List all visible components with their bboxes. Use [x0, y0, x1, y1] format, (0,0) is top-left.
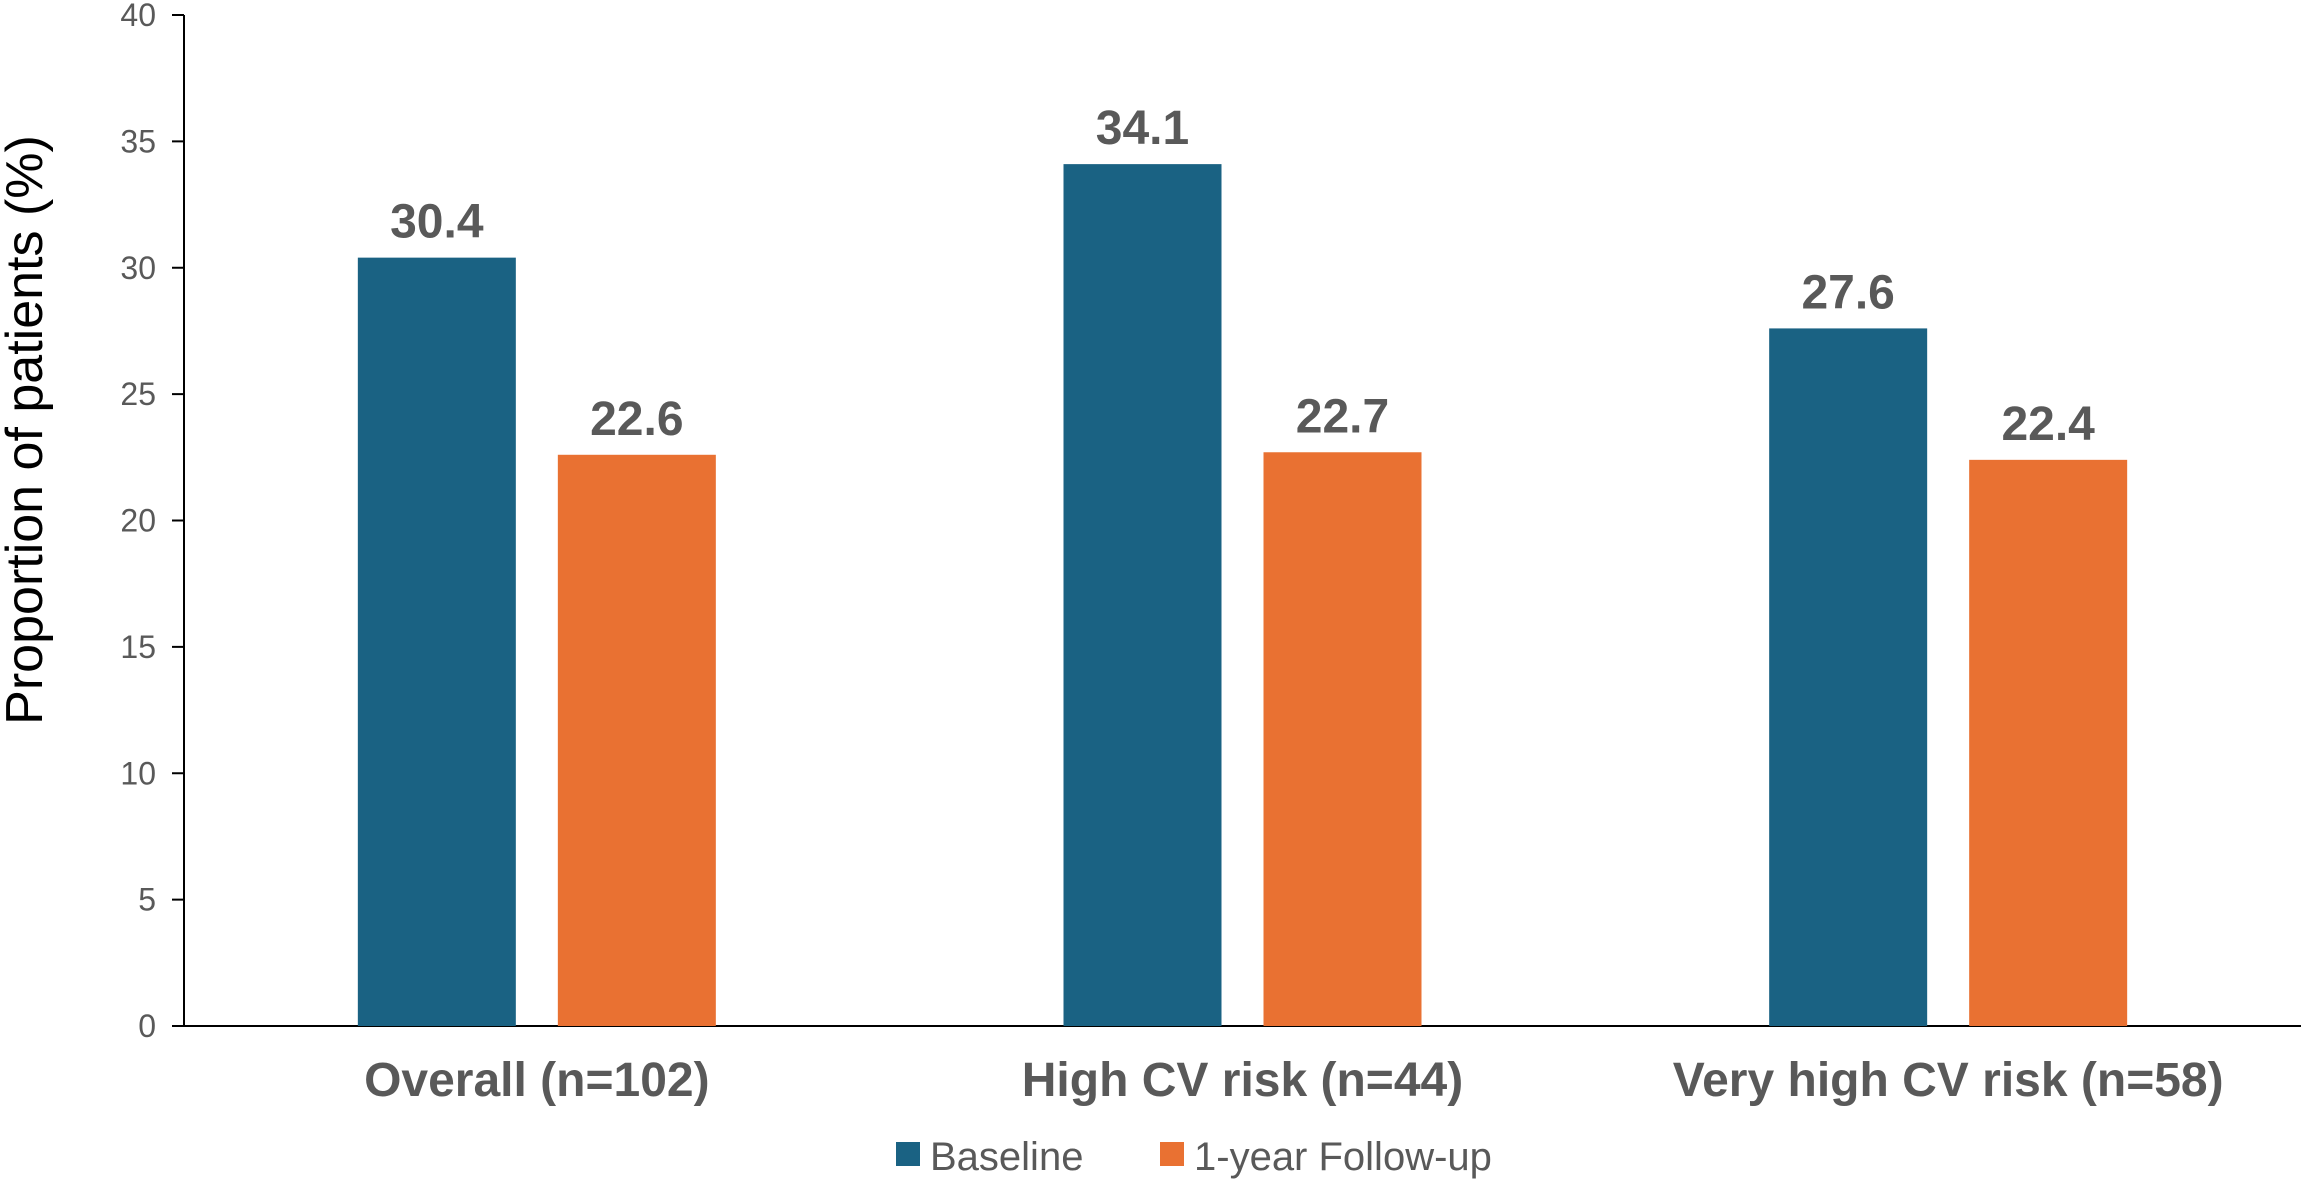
y-axis-label: Proportion of patients (%) — [0, 135, 54, 725]
bar-follow-up — [1969, 459, 2128, 1027]
data-label: 27.6 — [1801, 266, 1894, 319]
legend: Baseline 1-year Follow-up — [896, 1135, 1492, 1179]
x-category-label: High CV risk (n=44) — [1022, 1054, 1463, 1107]
legend-swatch — [1160, 1142, 1184, 1166]
y-tick-label: 15 — [120, 629, 156, 665]
data-label: 34.1 — [1096, 102, 1189, 155]
bar-follow-up — [1263, 452, 1422, 1026]
y-tick-label: 40 — [120, 0, 156, 33]
y-axis-ticks: 0 5 10 15 20 25 30 35 40 — [120, 0, 184, 1044]
data-label: 22.4 — [2001, 398, 2095, 451]
y-tick-label: 30 — [120, 250, 156, 286]
category-labels-group: Overall (n=102) High CV risk (n=44) Very h… — [364, 1054, 2224, 1107]
data-labels-group: 30.4 22.6 34.1 22.7 27.6 22.4 — [390, 102, 2095, 451]
y-tick-label: 0 — [138, 1008, 156, 1044]
bar-follow-up — [557, 454, 716, 1026]
bar-baseline — [1063, 164, 1222, 1026]
y-tick-label: 35 — [120, 123, 156, 159]
bar-baseline — [1769, 328, 1928, 1026]
x-category-label: Very high CV risk (n=58) — [1673, 1054, 2224, 1107]
bars-group — [357, 164, 2128, 1027]
y-tick-label: 25 — [120, 376, 156, 412]
x-category-label: Overall (n=102) — [364, 1054, 710, 1107]
legend-swatch — [896, 1142, 920, 1166]
bar-baseline — [357, 257, 516, 1026]
data-label: 22.7 — [1296, 390, 1389, 443]
y-tick-label: 5 — [138, 882, 156, 918]
legend-label: Baseline — [930, 1135, 1083, 1179]
y-tick-label: 20 — [120, 503, 156, 539]
data-label: 22.6 — [590, 393, 683, 446]
legend-label: 1-year Follow-up — [1194, 1135, 1492, 1179]
y-tick-label: 10 — [120, 755, 156, 791]
data-label: 30.4 — [390, 196, 484, 249]
